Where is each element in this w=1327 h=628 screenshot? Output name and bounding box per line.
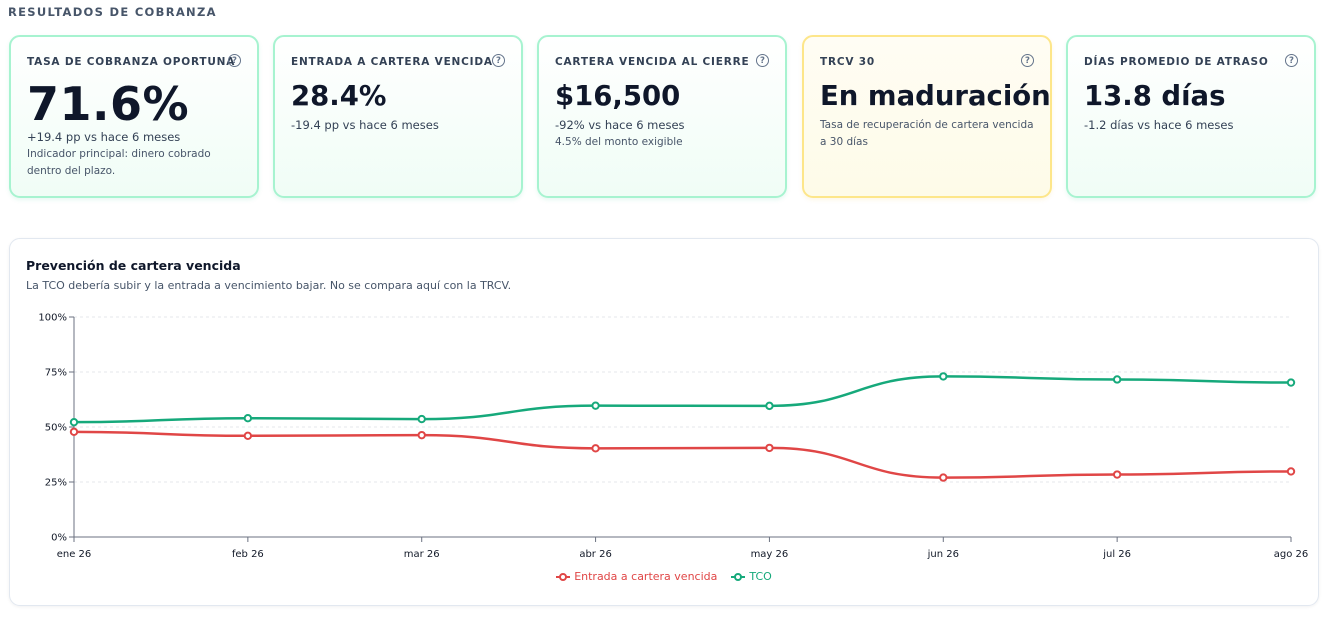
kpi-change: -1.2 días vs hace 6 meses [1084, 118, 1234, 132]
legend-item-tco[interactable]: TCO [731, 570, 772, 583]
x-tick-label: jul 26 [1102, 549, 1131, 560]
x-tick-label: may 26 [751, 549, 789, 560]
legend-label: Entrada a cartera vencida [574, 570, 718, 583]
data-point-entrada [243, 431, 253, 441]
kpi-label: ENTRADA A CARTERA VENCIDA [291, 56, 493, 68]
kpi-label: DÍAS PROMEDIO DE ATRASO [1084, 56, 1269, 68]
legend-marker-icon [731, 572, 746, 582]
data-point-tco [417, 414, 426, 424]
chart-title: Prevención de cartera vencida [26, 258, 241, 273]
kpi-label: TRCV 30 [820, 56, 875, 68]
legend-item-entrada[interactable]: Entrada a cartera vencida [556, 570, 717, 583]
chart-card: Prevención de cartera vencida La TCO deb… [9, 238, 1319, 606]
y-tick-label: 100% [38, 313, 67, 324]
legend-marker-icon [556, 572, 571, 582]
data-point-entrada [591, 444, 600, 453]
help-icon[interactable]: ? [228, 54, 241, 67]
kpi-card-trcv-30: TRCV 30 ? En maduración Tasa de recupera… [802, 35, 1052, 198]
kpi-note: 4.5% del monto exigible [555, 136, 683, 148]
data-point-entrada [765, 443, 774, 453]
legend-label: TCO [749, 570, 772, 583]
kpi-change: +19.4 pp vs hace 6 meses [27, 130, 181, 144]
data-point-tco [1286, 378, 1296, 387]
help-icon[interactable]: ? [1285, 54, 1298, 67]
x-tick-label: feb 26 [232, 549, 264, 560]
kpi-note: Indicador principal: dinero cobrado dent… [27, 148, 211, 177]
data-point-entrada [69, 427, 79, 437]
kpi-value: 71.6% [27, 77, 190, 131]
x-tick-label: mar 26 [404, 549, 440, 560]
kpi-card-cartera-vencida-cierre: CARTERA VENCIDA AL CIERRE ? $16,500 -92%… [537, 35, 787, 198]
y-tick-label: 75% [45, 368, 67, 379]
data-point-tco [69, 417, 79, 427]
kpi-value: 28.4% [291, 80, 387, 112]
data-point-tco [765, 401, 774, 411]
data-point-tco [939, 372, 948, 381]
data-point-entrada [939, 473, 948, 482]
kpi-label: TASA DE COBRANZA OPORTUNA [27, 56, 236, 68]
line-chart: 0% 25% 50% 75% 100% ene 26 feb 26 mar 26 abr 26 m… [38, 313, 1309, 561]
kpi-card-entrada-cartera-vencida: ENTRADA A CARTERA VENCIDA ? 28.4% -19.4 … [273, 35, 523, 198]
kpi-value: En maduración [820, 80, 1051, 112]
x-tick-label: ago 26 [1274, 549, 1309, 560]
y-tick-label: 0% [51, 533, 67, 544]
y-tick-label: 50% [45, 423, 67, 434]
data-point-tco [591, 401, 600, 410]
help-icon[interactable]: ? [756, 54, 769, 67]
kpi-label: CARTERA VENCIDA AL CIERRE [555, 56, 750, 68]
series-line-tco [73, 375, 1292, 424]
kpi-value: $16,500 [555, 80, 681, 112]
y-tick-label: 25% [45, 478, 67, 489]
kpi-note: Tasa de recuperación de cartera vencida … [820, 119, 1034, 148]
kpi-change: -19.4 pp vs hace 6 meses [291, 118, 439, 132]
chart-legend: Entrada a cartera vencida TCO [10, 570, 1318, 583]
help-icon[interactable]: ? [492, 54, 505, 67]
chart-subtitle: La TCO debería subir y la entrada a venc… [26, 279, 512, 292]
data-point-entrada [417, 430, 426, 440]
data-point-entrada [1286, 467, 1296, 476]
help-icon[interactable]: ? [1021, 54, 1034, 67]
kpi-change: -92% vs hace 6 meses [555, 118, 685, 132]
x-tick-label: jun 26 [927, 549, 959, 560]
x-tick-label: abr 26 [579, 549, 612, 560]
series-line-entrada [73, 430, 1292, 479]
kpi-card-tasa-cobranza-oportuna: TASA DE COBRANZA OPORTUNA ? 71.6% +19.4 … [9, 35, 259, 198]
kpi-card-dias-promedio-atraso: DÍAS PROMEDIO DE ATRASO ? 13.8 días -1.2… [1066, 35, 1316, 198]
section-title: RESULTADOS DE COBRANZA [8, 5, 217, 19]
kpi-value: 13.8 días [1084, 80, 1226, 112]
data-point-tco [1112, 375, 1122, 384]
data-point-tco [243, 414, 253, 423]
x-tick-label: ene 26 [57, 549, 92, 560]
data-point-entrada [1112, 470, 1122, 479]
